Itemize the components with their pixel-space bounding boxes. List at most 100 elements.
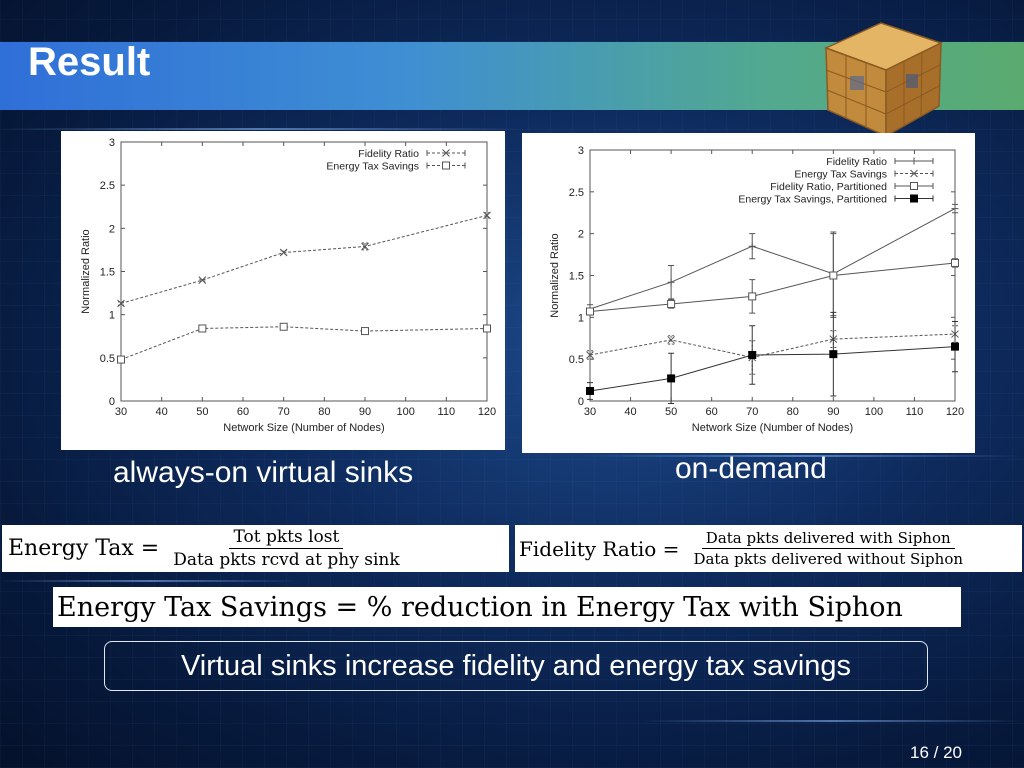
chart-always-on: 30 40 50 60 70 80 90 100 110 120 0 0.5 1 1.5 2 2.5 3 Netw…	[80, 137, 496, 434]
x-tick-label: 100	[396, 406, 414, 418]
background-streak	[0, 580, 300, 582]
energy-tax-savings-formula: Energy Tax Savings = % reduction in Ener…	[53, 587, 961, 627]
x-axis-label: Network Size (Number of Nodes)	[223, 422, 384, 434]
data-point	[667, 374, 676, 383]
y-tick-label: 0.5	[569, 354, 584, 366]
data-point	[748, 350, 757, 359]
formula-fraction: Tot pkts lost Data pkts rcvd at phy sink	[169, 527, 403, 570]
y-tick-label: 0	[109, 396, 115, 408]
data-point	[748, 292, 757, 301]
y-tick-label: 2	[578, 229, 584, 241]
x-tick-label: 30	[584, 406, 596, 418]
series-line	[120, 214, 488, 304]
data-point	[586, 307, 594, 316]
formula-lhs: Energy Tax =	[8, 536, 160, 561]
series-line	[589, 262, 956, 312]
legend-errbar	[894, 183, 934, 189]
data-point	[667, 336, 675, 344]
chart-panel-always-on: 30 40 50 60 70 80 90 100 110 120 0 0.5 1 1.5 2 2.5 3 Netw…	[61, 131, 505, 450]
data-point	[748, 242, 756, 250]
formula-fraction: Data pkts delivered with Siphon Data pkt…	[689, 529, 967, 568]
data-point	[361, 242, 369, 251]
y-axis-label: Normalized Ratio	[549, 233, 561, 317]
x-tick-label: 100	[865, 406, 883, 418]
energy-tax-formula: Energy Tax = Tot pkts lost Data pkts rcv…	[2, 525, 509, 572]
data-point	[829, 271, 838, 280]
x-tick-label: 60	[706, 406, 718, 418]
y-tick-label: 1	[578, 312, 584, 324]
data-point	[442, 161, 450, 170]
y-tick-label: 0.5	[100, 353, 115, 365]
data-point	[442, 149, 450, 157]
chart-on-demand: 30 40 50 60 70 80 90 100 110 120 0 0.5 1 1.5 2 2.5 3 Netw…	[549, 145, 964, 434]
chart-panel-on-demand: 30 40 50 60 70 80 90 100 110 120 0 0.5 1 1.5 2 2.5 3 Netw…	[522, 133, 975, 453]
series-line	[589, 208, 956, 310]
data-point	[586, 386, 594, 395]
x-tick-label: 70	[278, 406, 290, 418]
x-tick-label: 80	[318, 406, 330, 418]
legend-label: Energy Tax Savings	[326, 161, 419, 173]
data-point	[829, 350, 838, 359]
x-axis-label: Network Size (Number of Nodes)	[692, 422, 853, 434]
legend-errbar	[894, 170, 934, 177]
slide-title: Result	[28, 40, 151, 84]
conclusion-box: Virtual sinks increase fidelity and ener…	[104, 641, 928, 691]
formula-denominator: Data pkts delivered without Siphon	[693, 550, 964, 568]
formula-numerator: Tot pkts lost	[229, 527, 344, 549]
data-point	[951, 258, 959, 267]
legend-errbar	[894, 158, 934, 164]
left-caption: always-on virtual sinks	[113, 456, 414, 489]
y-tick-label: 3	[578, 145, 584, 157]
legend-label: Fidelity Ratio, Partitioned	[770, 181, 887, 193]
series-line	[120, 326, 488, 361]
y-tick-label: 2.5	[569, 187, 584, 199]
data-point	[279, 248, 288, 257]
x-tick-label: 70	[746, 406, 758, 418]
x-tick-label: 110	[438, 406, 456, 418]
data-point	[117, 299, 125, 308]
x-tick-label: 120	[946, 406, 964, 418]
x-tick-label: 50	[196, 406, 208, 418]
legend-label: Energy Tax Savings, Partitioned	[738, 194, 887, 206]
data-point	[586, 351, 594, 359]
data-point	[279, 322, 288, 331]
x-tick-label: 60	[237, 406, 249, 418]
background-streak	[580, 455, 1024, 457]
data-point	[667, 299, 676, 308]
data-point	[483, 211, 491, 220]
formula-denominator: Data pkts rcvd at phy sink	[173, 550, 400, 570]
formula-lhs: Fidelity Ratio =	[519, 536, 680, 561]
formula-numerator: Data pkts delivered with Siphon	[701, 529, 955, 549]
logo-cube-icon	[824, 22, 943, 138]
legend-errbar	[894, 195, 934, 202]
y-tick-label: 3	[109, 137, 115, 149]
x-tick-label: 40	[156, 406, 168, 418]
data-point	[910, 157, 918, 165]
x-tick-label: 30	[115, 406, 127, 418]
background-streak	[0, 128, 520, 130]
data-point	[117, 355, 125, 364]
data-point	[951, 205, 959, 213]
legend-label: Fidelity Ratio	[358, 148, 419, 160]
y-tick-label: 2	[109, 223, 115, 235]
y-tick-label: 1.5	[569, 271, 584, 283]
data-point	[667, 278, 675, 286]
data-point	[910, 182, 918, 190]
y-tick-label: 2.5	[100, 180, 115, 192]
legend-errbar	[426, 162, 466, 169]
data-point	[951, 342, 959, 351]
y-tick-label: 1	[109, 310, 115, 322]
data-point	[910, 169, 918, 178]
data-point	[361, 327, 369, 336]
background-streak	[640, 720, 1024, 722]
right-caption: on-demand	[675, 452, 827, 485]
y-tick-label: 1.5	[100, 267, 115, 279]
series-line	[589, 333, 956, 359]
data-point	[198, 276, 207, 284]
legend-label: Fidelity Ratio	[826, 156, 887, 168]
x-tick-label: 110	[906, 406, 924, 418]
legend-label: Energy Tax Savings	[794, 169, 887, 181]
y-tick-label: 0	[578, 396, 584, 408]
data-point	[198, 324, 207, 333]
x-tick-label: 90	[359, 406, 371, 418]
